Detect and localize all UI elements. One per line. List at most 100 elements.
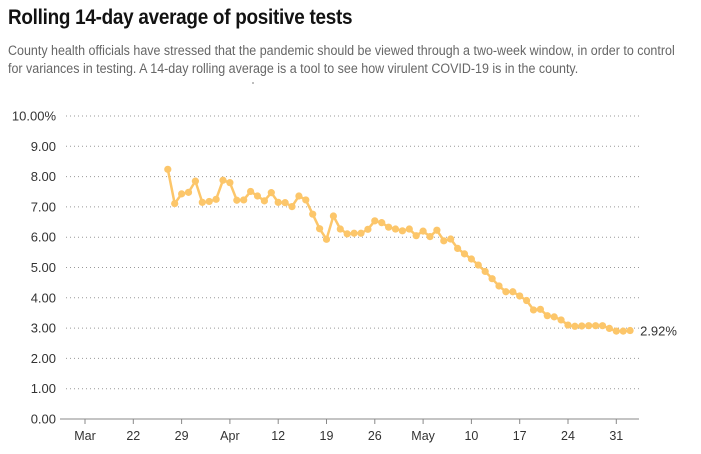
y-tick-label: 7.00 <box>31 199 56 214</box>
data-point <box>343 230 351 238</box>
data-point <box>212 195 220 203</box>
data-point <box>253 192 262 200</box>
data-point <box>460 250 469 258</box>
x-tick-label: 31 <box>609 429 623 443</box>
data-point <box>454 244 462 253</box>
data-point <box>585 322 593 330</box>
data-point <box>612 327 620 335</box>
data-point <box>178 190 186 198</box>
data-point <box>419 227 427 235</box>
data-point <box>592 322 600 330</box>
data-point <box>385 223 393 231</box>
data-point <box>205 197 213 206</box>
data-point <box>198 198 206 206</box>
data-point <box>288 202 296 211</box>
x-tick-label: 17 <box>513 429 527 443</box>
y-tick-label: 0.00 <box>31 412 56 427</box>
data-point <box>571 322 579 330</box>
data-point <box>509 288 517 296</box>
data-point <box>295 192 303 200</box>
x-tick-label: 24 <box>561 429 575 443</box>
y-tick-label: 8.00 <box>31 169 56 184</box>
data-point <box>260 197 268 205</box>
data-point <box>426 232 434 241</box>
annotations: 2.92% <box>640 324 677 339</box>
data-point <box>357 229 365 237</box>
data-point <box>447 235 455 243</box>
data-point <box>191 177 199 185</box>
data-point <box>329 212 337 220</box>
data-point <box>536 305 545 313</box>
last-value-label: 2.92% <box>640 324 677 339</box>
series-line <box>164 165 634 335</box>
data-point <box>523 296 531 305</box>
data-point <box>619 327 627 335</box>
data-point <box>371 217 379 225</box>
data-point <box>391 225 400 233</box>
data-point <box>226 179 234 187</box>
chart-title: Rolling 14-day average of positive tests <box>8 6 353 29</box>
data-point <box>247 187 255 196</box>
y-tick-label: 1.00 <box>31 381 56 396</box>
x-tick-label: 26 <box>368 429 382 443</box>
data-point <box>274 198 282 206</box>
data-point <box>184 188 193 196</box>
y-tick-label: 9.00 <box>31 139 56 154</box>
data-point <box>322 235 331 243</box>
data-point <box>605 324 614 333</box>
data-point <box>336 225 344 233</box>
y-tick-label: 5.00 <box>31 260 56 275</box>
y-tick-label: 3.00 <box>31 321 56 336</box>
y-tick-label: 6.00 <box>31 230 56 245</box>
data-point <box>467 255 475 263</box>
data-point <box>564 321 572 329</box>
y-tick-label: 10.00% <box>12 109 57 124</box>
data-point <box>240 196 248 204</box>
data-point <box>474 261 482 269</box>
x-tick-label: 10 <box>464 429 478 443</box>
gridlines <box>66 115 639 390</box>
data-point <box>626 326 634 335</box>
data-point <box>405 225 413 233</box>
data-point <box>550 313 558 321</box>
data-point <box>529 306 538 314</box>
data-point <box>316 225 324 233</box>
data-point <box>378 219 386 227</box>
data-point <box>412 232 420 240</box>
chart-description: County health officials have stressed th… <box>8 43 675 77</box>
x-tick-label: Mar <box>74 429 96 443</box>
data-point <box>350 229 358 237</box>
data-point <box>543 312 551 320</box>
cursor-mark <box>252 82 254 84</box>
data-point <box>398 227 406 235</box>
data-point <box>578 322 586 330</box>
data-point <box>302 196 310 204</box>
x-tick-label: May <box>411 429 435 443</box>
data-point <box>233 196 241 204</box>
x-tick-label: 19 <box>320 429 334 443</box>
data-point <box>495 282 503 290</box>
data-point <box>164 165 172 173</box>
x-tick-label: 22 <box>126 429 140 443</box>
data-point <box>557 316 565 324</box>
data-point <box>488 275 496 283</box>
data-point <box>219 176 227 184</box>
y-axis: 10.00% 9.00 8.00 7.00 6.00 5.00 4.00 3.00 2.00 1.… <box>12 109 57 427</box>
data-point <box>502 288 510 296</box>
data-point <box>598 322 607 330</box>
y-tick-label: 4.00 <box>31 290 56 305</box>
data-point <box>440 237 448 245</box>
y-tick-label: 2.00 <box>31 351 56 366</box>
data-point <box>364 225 372 233</box>
series-path <box>166 169 631 333</box>
data-point <box>171 199 179 208</box>
x-axis: Mar 22 29 Apr 12 19 26 May 10 17 24 31 <box>60 418 639 443</box>
x-tick-label: 29 <box>175 429 189 443</box>
data-point <box>481 267 489 276</box>
data-point <box>267 189 275 197</box>
x-tick-label: 12 <box>271 429 285 443</box>
data-point <box>433 226 441 234</box>
data-point <box>309 210 317 218</box>
data-point <box>516 292 524 300</box>
